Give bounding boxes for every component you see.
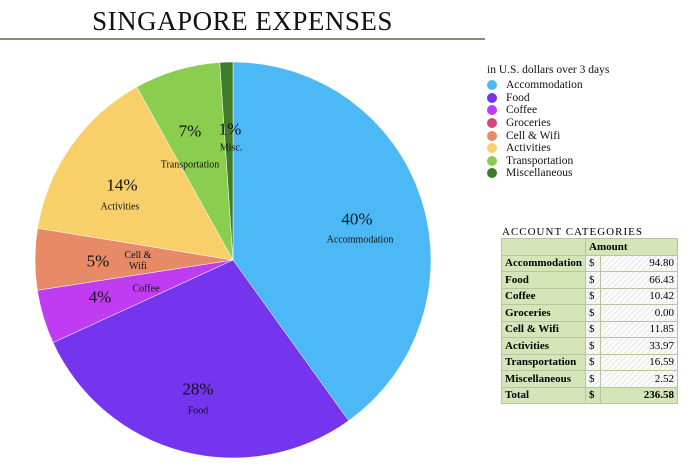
chart-title: SINGAPORE EXPENSES xyxy=(92,6,393,36)
legend-label: Food xyxy=(506,91,530,104)
currency-cell: $ xyxy=(585,254,601,272)
category-cell: Miscellaneous xyxy=(501,370,586,388)
legend-label: Transportation xyxy=(506,154,574,167)
legend-swatch-icon xyxy=(487,92,497,103)
slice-name: Food xyxy=(187,405,209,417)
slice-name: Activities xyxy=(100,201,140,213)
amount-cell: 0.00 xyxy=(600,304,678,322)
legend-label: Activities xyxy=(506,142,551,155)
table-header-row: Amount xyxy=(501,238,678,256)
legend-label: Cell & Wifi xyxy=(506,129,561,142)
table-row: Activities $33.97 xyxy=(501,337,678,355)
amount-cell: 16.59 xyxy=(600,353,678,371)
legend-item: Coffee xyxy=(487,104,609,117)
amount-cell: 94.80 xyxy=(600,254,678,272)
currency-cell: $ xyxy=(585,370,601,388)
legend-label: Coffee xyxy=(506,104,538,117)
legend-label: Groceries xyxy=(506,117,551,130)
pie-slice-accommodation xyxy=(232,61,432,422)
legend-item: Accommodation xyxy=(487,79,609,92)
slice-percent: 40% xyxy=(341,209,373,229)
legend-item: Cell & Wifi xyxy=(487,129,609,142)
total-amount: 236.58 xyxy=(600,386,678,404)
slice-percent: 5% xyxy=(86,251,110,271)
amount-cell: 33.97 xyxy=(600,337,678,355)
pie-slice-activities xyxy=(37,86,234,261)
slice-percent: 1% xyxy=(218,119,242,139)
slice-name: Coffee xyxy=(132,283,160,295)
category-cell: Cell & Wifi xyxy=(501,320,586,338)
legend-item: Miscellaneous xyxy=(487,167,609,180)
legend-label: Miscellaneous xyxy=(506,167,573,180)
slice-name: Transportation xyxy=(160,159,220,171)
legend-swatch-icon xyxy=(487,80,497,91)
legend-item: Transportation xyxy=(487,155,609,168)
table-row: Cell & Wifi $11.85 xyxy=(501,320,678,338)
legend-item: Activities xyxy=(487,142,609,155)
table-row: Accommodation $94.80 xyxy=(501,254,678,272)
currency-cell: $ xyxy=(585,386,601,404)
amount-cell: 11.85 xyxy=(600,320,678,338)
currency-cell: $ xyxy=(585,353,601,371)
category-cell: Activities xyxy=(501,337,586,355)
legend-item: Groceries xyxy=(487,117,609,130)
slice-percent: 14% xyxy=(106,175,138,195)
table-title: ACCOUNT CATEGORIES xyxy=(502,226,643,238)
account-table: Amount Accommodation $94.80 Food $66.43 Coffe… xyxy=(501,238,678,404)
slice-percent: 4% xyxy=(88,287,112,307)
slice-name: Accommodation xyxy=(326,234,394,246)
currency-cell: $ xyxy=(585,287,601,305)
legend-swatch-icon xyxy=(487,168,497,179)
category-cell: Transportation xyxy=(501,353,586,371)
category-cell: Groceries xyxy=(501,304,586,322)
currency-cell: $ xyxy=(585,320,601,338)
pie-slice-miscellaneous xyxy=(219,61,234,261)
legend-label: Accommodation xyxy=(506,79,583,92)
category-cell: Food xyxy=(501,271,586,289)
title-divider xyxy=(0,38,485,40)
category-cell: Accommodation xyxy=(501,254,586,272)
legend-swatch-icon xyxy=(487,155,497,166)
total-label: Total xyxy=(501,386,586,404)
amount-cell: 2.52 xyxy=(600,370,678,388)
currency-cell: $ xyxy=(585,271,601,289)
amount-cell: 66.43 xyxy=(600,271,678,289)
slice-name: Misc. xyxy=(219,142,243,154)
legend-item: Food xyxy=(487,92,609,105)
legend-subtitle: in U.S. dollars over 3 days xyxy=(487,64,610,76)
slice-percent: 28% xyxy=(182,379,214,399)
pie-slice-food xyxy=(52,259,350,459)
currency-cell: $ xyxy=(585,337,601,355)
currency-cell: $ xyxy=(585,304,601,322)
category-cell: Coffee xyxy=(501,287,586,305)
header-blank xyxy=(501,238,586,256)
legend-swatch-icon xyxy=(487,130,497,141)
legend-swatch-icon xyxy=(487,105,497,116)
legend-swatch-icon xyxy=(487,118,497,129)
legend-swatch-icon xyxy=(487,143,497,154)
total-row: Total $236.58 xyxy=(501,386,678,404)
amount-header: Amount xyxy=(585,238,678,256)
slice-name: Cell & Wifi xyxy=(124,250,152,272)
legend: in U.S. dollars over 3 days Accommodatio… xyxy=(487,64,609,180)
amount-cell: 10.42 xyxy=(600,287,678,305)
table-row: Transportation $16.59 xyxy=(501,353,678,371)
table-row: Groceries $0.00 xyxy=(501,304,678,322)
slice-percent: 7% xyxy=(178,121,202,141)
table-row: Coffee $10.42 xyxy=(501,287,678,305)
table-row: Miscellaneous $2.52 xyxy=(501,370,678,388)
table-row: Food $66.43 xyxy=(501,271,678,289)
